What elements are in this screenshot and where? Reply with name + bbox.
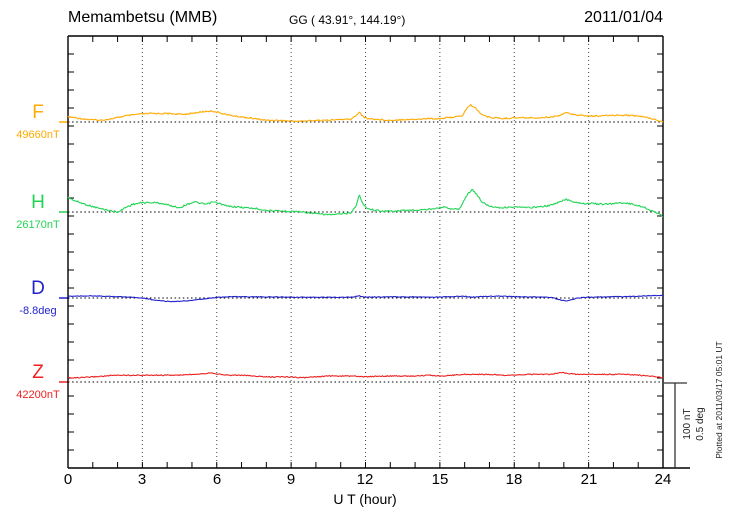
channel-name-f: F bbox=[32, 102, 44, 123]
channel-name-d: D bbox=[31, 278, 45, 299]
x-axis-title: U T (hour) bbox=[333, 491, 397, 507]
station-coordinates: GG ( 43.91°, 144.19°) bbox=[289, 13, 406, 27]
x-tick-label-6: 6 bbox=[212, 471, 222, 488]
channel-label-d: D -8.8deg bbox=[6, 278, 70, 317]
plot-date: 2011/01/04 bbox=[584, 9, 663, 26]
x-tick-label-15: 15 bbox=[431, 471, 449, 488]
x-tick-label-24: 24 bbox=[654, 471, 672, 488]
channel-label-z: Z 42200nT bbox=[6, 362, 70, 401]
channel-label-h: H 26170nT bbox=[6, 192, 70, 231]
channel-baseline-z: 42200nT bbox=[16, 389, 60, 401]
scale-deg-label: 0.5 deg bbox=[695, 407, 706, 441]
channel-name-h: H bbox=[31, 192, 45, 213]
channel-baseline-f: 49660nT bbox=[16, 129, 60, 141]
channel-baseline-h: 26170nT bbox=[16, 219, 60, 231]
channel-label-f: F 49660nT bbox=[6, 102, 70, 141]
scale-bar-label: 100 nT 0.5 deg bbox=[681, 381, 707, 467]
station-title: Memambetsu (MMB) bbox=[68, 9, 218, 26]
scale-nt-label: 100 nT bbox=[682, 408, 693, 440]
channel-name-z: Z bbox=[32, 362, 44, 383]
x-tick-label-18: 18 bbox=[505, 471, 523, 488]
x-tick-label-21: 21 bbox=[580, 471, 598, 488]
channel-baseline-d: -8.8deg bbox=[19, 305, 57, 317]
plotted-at-note: Plotted at 2011/03/17 05:01 UT bbox=[714, 341, 724, 459]
x-tick-label-9: 9 bbox=[286, 471, 296, 488]
x-tick-label-12: 12 bbox=[356, 471, 374, 488]
x-tick-label-3: 3 bbox=[137, 471, 147, 488]
x-tick-label-0: 0 bbox=[63, 471, 73, 488]
